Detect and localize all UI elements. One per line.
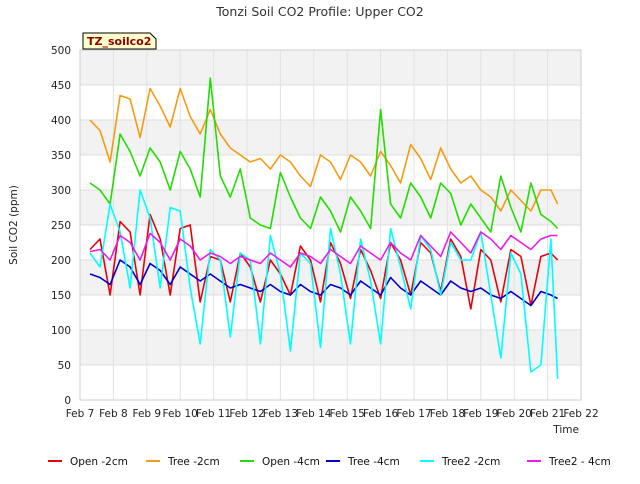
x-tick-label: Feb 21 <box>530 408 565 420</box>
series-line-2 <box>89 87 559 212</box>
y-tick-label: 350 <box>51 150 71 162</box>
x-tick-label: Feb 19 <box>463 408 498 420</box>
x-tick-label: Feb 7 <box>66 408 95 420</box>
badge-label: TZ_soilco2 <box>87 35 151 48</box>
y-tick-label: 400 <box>51 115 71 127</box>
badge: TZ_soilco2 <box>82 32 157 50</box>
y-axis-label: Soil CO2 (ppm) <box>8 185 20 265</box>
x-tick-label: Feb 20 <box>497 408 532 420</box>
y-axis-ticks: 0 50 100 150 200 250 300 350 400 450 500 <box>51 45 71 407</box>
y-tick-label: 100 <box>51 325 71 337</box>
x-tick-label: Feb 22 <box>563 408 598 420</box>
x-tick-label: Feb 15 <box>330 408 365 420</box>
x-tick-label: Feb 11 <box>196 408 231 420</box>
legend-label: Tree2 - 4cm <box>548 456 611 468</box>
badge-box <box>82 32 157 50</box>
x-tick-label: Feb 8 <box>99 408 128 420</box>
x-tick-label: Feb 10 <box>163 408 198 420</box>
series-line-5 <box>89 189 559 380</box>
legend-label: Tree -4cm <box>347 456 400 468</box>
series-layer <box>89 77 559 380</box>
plot-band <box>80 120 581 155</box>
series-line-3 <box>89 77 559 233</box>
y-tick-label: 250 <box>51 220 71 232</box>
legend-label: Tree2 -2cm <box>441 456 500 468</box>
y-tick-label: 300 <box>51 185 71 197</box>
x-tick-label: Feb 18 <box>430 408 465 420</box>
legend-label: Tree -2cm <box>167 456 220 468</box>
legend-label: Open -2cm <box>70 456 128 468</box>
legend-label: Open -4cm <box>262 456 320 468</box>
series-line-6 <box>89 231 558 268</box>
y-tick-label: 450 <box>51 80 71 92</box>
x-tick-label: Feb 13 <box>263 408 298 420</box>
x-tick-label: Feb 9 <box>132 408 161 420</box>
series-line-1 <box>89 213 559 310</box>
plot-band <box>80 330 581 365</box>
plot-band <box>80 50 581 85</box>
plot-frame <box>79 49 582 401</box>
x-tick-label: Feb 17 <box>396 408 431 420</box>
chart-title: Tonzi Soil CO2 Profile: Upper CO2 <box>215 4 423 19</box>
legend: Open -2cm Tree -2cm Open -4cm Tree -4cm Tree… <box>48 456 611 468</box>
plot-band <box>80 190 581 225</box>
x-tick-label: Feb 12 <box>229 408 264 420</box>
y-tick-label: 0 <box>64 395 71 407</box>
x-axis-label: Time <box>552 424 579 436</box>
y-tick-label: 150 <box>51 290 71 302</box>
x-tick-label: Feb 14 <box>296 408 332 420</box>
x-tick-label: Feb 16 <box>363 408 399 420</box>
y-tick-label: 50 <box>58 360 71 372</box>
y-tick-label: 200 <box>51 255 71 267</box>
y-tick-label: 500 <box>51 45 71 57</box>
